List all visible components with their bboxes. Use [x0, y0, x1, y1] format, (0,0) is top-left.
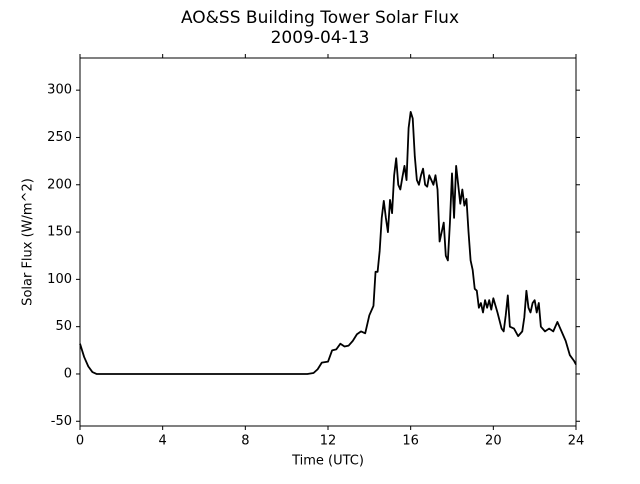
x-tick-label: 16 — [402, 434, 419, 449]
y-tick-label: 100 — [47, 272, 72, 287]
y-tick-label: 0 — [64, 366, 72, 381]
x-tick-label: 20 — [485, 434, 502, 449]
y-tick-label: 250 — [47, 130, 72, 145]
plot-frame — [79, 57, 577, 427]
chart-subtitle: 2009-04-13 — [271, 28, 370, 48]
y-tick-label: 150 — [47, 225, 72, 240]
x-tick-label: 4 — [159, 434, 167, 449]
x-tick-label: 8 — [241, 434, 249, 449]
x-tick-label: 0 — [76, 434, 84, 449]
x-tick-label: 24 — [568, 434, 585, 449]
y-tick-label: 300 — [47, 83, 72, 98]
y-tick-label: 50 — [55, 319, 72, 334]
y-tick-label: 200 — [47, 177, 72, 192]
y-tick-label: -50 — [51, 414, 72, 429]
chart-title: AO&SS Building Tower Solar Flux — [181, 8, 459, 28]
x-axis-label: Time (UTC) — [291, 454, 364, 469]
x-tick-label: 12 — [320, 434, 337, 449]
y-axis-label: Solar Flux (W/m^2) — [21, 178, 36, 306]
line — [79, 111, 577, 375]
